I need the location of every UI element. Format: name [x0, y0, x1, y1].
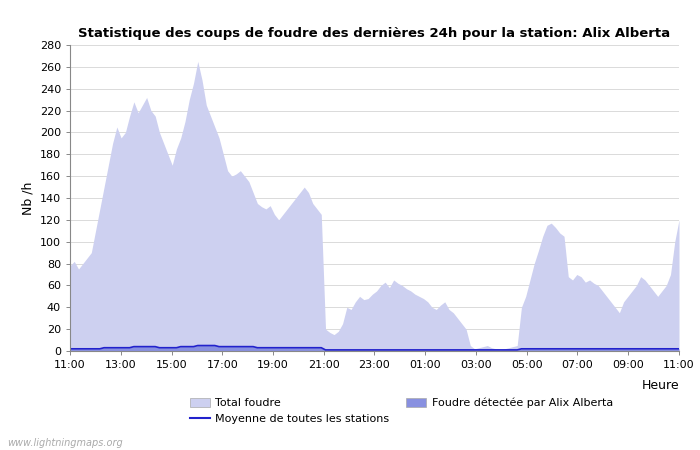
Y-axis label: Nb /h: Nb /h	[21, 181, 34, 215]
Legend: Total foudre, Moyenne de toutes les stations, Foudre détectée par Alix Alberta: Total foudre, Moyenne de toutes les stat…	[186, 393, 617, 429]
Text: www.lightningmaps.org: www.lightningmaps.org	[7, 438, 122, 448]
Title: Statistique des coups de foudre des dernières 24h pour la station: Alix Alberta: Statistique des coups de foudre des dern…	[78, 27, 671, 40]
Text: Heure: Heure	[641, 378, 679, 392]
